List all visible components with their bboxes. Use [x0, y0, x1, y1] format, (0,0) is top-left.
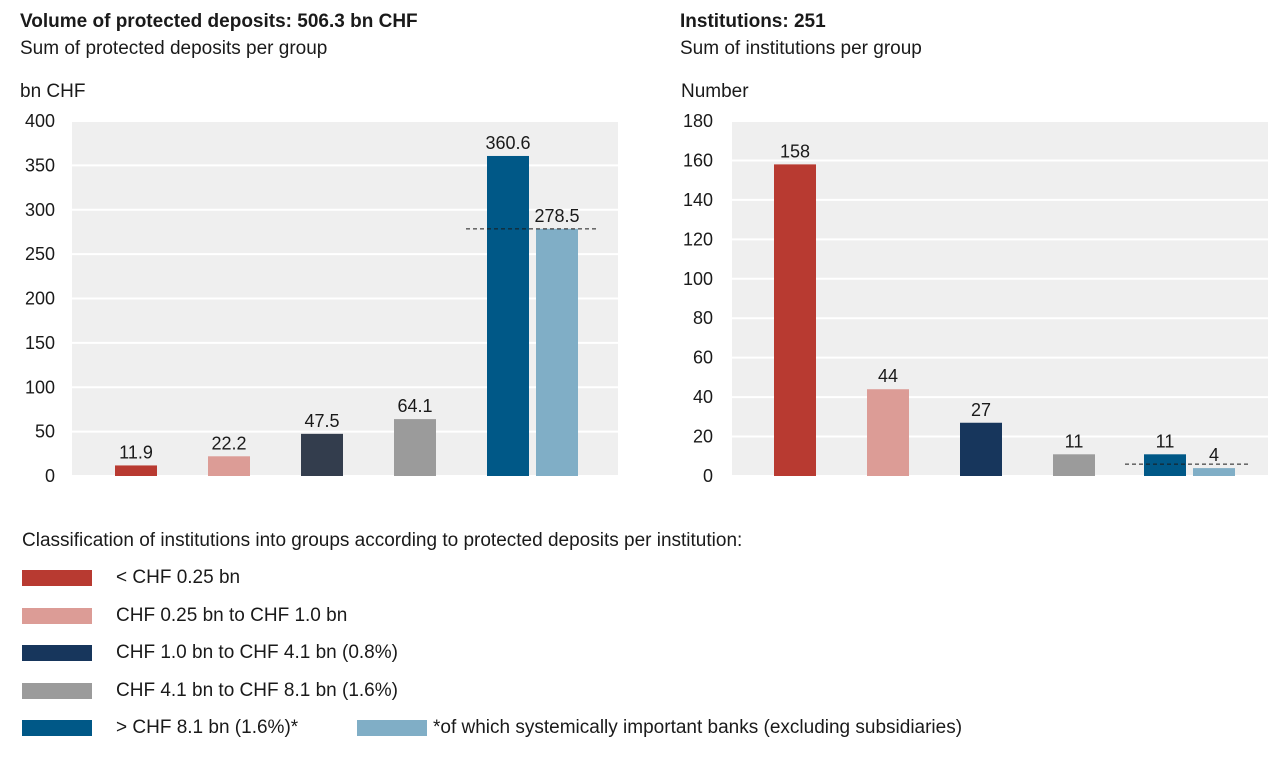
right-y-tick-label: 60	[693, 348, 713, 368]
left-y-tick-label: 250	[25, 244, 55, 264]
left-bar-value-label: 22.2	[211, 433, 246, 453]
right-y-tick-label: 80	[693, 308, 713, 328]
left-y-tick-label: 350	[25, 155, 55, 175]
left-bar-value-label: 360.6	[485, 133, 530, 153]
left-y-tick-label: 200	[25, 289, 55, 309]
left-chart-subtitle: Sum of protected deposits per group	[20, 38, 328, 59]
left-bar-6	[536, 228, 578, 476]
right-bar-3	[960, 422, 1002, 476]
legend-swatch-6	[357, 720, 427, 736]
left-bar-value-label: 11.9	[119, 442, 153, 462]
right-y-tick-label: 0	[703, 466, 713, 486]
left-y-tick-label: 0	[45, 466, 55, 486]
right-bar-6	[1193, 468, 1235, 476]
right-bar-4	[1053, 454, 1095, 476]
right-y-tick-label: 40	[693, 387, 713, 407]
left-bar-3	[301, 433, 343, 476]
legend-item-4: CHF 4.1 bn to CHF 8.1 bn (1.6%)	[22, 680, 398, 702]
right-chart-subtitle: Sum of institutions per group	[680, 38, 922, 59]
right-bar-value-label: 158	[780, 141, 810, 161]
left-bar-4	[394, 419, 436, 476]
legend-swatch-1	[22, 570, 92, 586]
right-chart-title: Institutions: 251	[680, 11, 826, 32]
legend-item-2: CHF 0.25 bn to CHF 1.0 bn	[22, 605, 347, 627]
legend-item-1: < CHF 0.25 bn	[22, 567, 240, 589]
left-bar-5	[487, 155, 529, 476]
right-bar-value-label: 27	[971, 400, 991, 420]
left-bar-1	[115, 465, 157, 476]
left-bar-value-label: 278.5	[534, 206, 579, 226]
right-y-tick-label: 20	[693, 427, 713, 447]
legend-item-6: *of which systemically important banks (…	[357, 717, 962, 739]
right-y-tick-label: 160	[683, 150, 713, 170]
right-plot-area	[732, 121, 1268, 476]
right-bar-1	[774, 164, 816, 476]
legend-title: Classification of institutions into grou…	[22, 530, 743, 551]
right-y-axis-label: Number	[681, 81, 749, 102]
left-y-tick-label: 300	[25, 200, 55, 220]
legend-swatch-3	[22, 645, 92, 661]
legend-label-2: CHF 0.25 bn to CHF 1.0 bn	[116, 605, 348, 626]
right-y-tick-label: 120	[683, 229, 713, 249]
legend-swatch-2	[22, 608, 92, 624]
left-y-tick-label: 50	[35, 422, 55, 442]
right-bar-value-label: 44	[878, 366, 898, 386]
legend-item-3: CHF 1.0 bn to CHF 4.1 bn (0.8%)	[22, 642, 398, 664]
right-y-tick-label: 140	[683, 190, 713, 210]
left-y-tick-label: 400	[25, 111, 55, 131]
legend-label-4: CHF 4.1 bn to CHF 8.1 bn (1.6%)	[116, 680, 398, 701]
left-bar-value-label: 47.5	[304, 411, 339, 431]
left-y-tick-label: 150	[25, 333, 55, 353]
legend-item-5: > CHF 8.1 bn (1.6%)*	[22, 717, 298, 739]
right-bar-value-label: 4	[1209, 445, 1219, 465]
left-bar-2	[208, 456, 250, 476]
right-bar-value-label: 11	[1065, 431, 1084, 451]
right-bar-value-label: 11	[1156, 431, 1175, 451]
right-bar-5	[1144, 454, 1186, 476]
left-y-axis-label: bn CHF	[20, 81, 86, 102]
left-chart-title: Volume of protected deposits: 506.3 bn C…	[20, 11, 418, 32]
legend-label-5: > CHF 8.1 bn (1.6%)*	[116, 717, 299, 738]
right-y-tick-label: 100	[683, 269, 713, 289]
left-y-tick-label: 100	[25, 377, 55, 397]
right-bar-2	[867, 389, 909, 476]
legend-swatch-5	[22, 720, 92, 736]
legend-label-6: *of which systemically important banks (…	[433, 717, 963, 738]
legend-label-1: < CHF 0.25 bn	[116, 567, 241, 588]
left-bar-value-label: 64.1	[397, 396, 432, 416]
legend-label-3: CHF 1.0 bn to CHF 4.1 bn (0.8%)	[116, 642, 398, 663]
right-y-tick-label: 180	[683, 111, 713, 131]
legend-swatch-4	[22, 683, 92, 699]
